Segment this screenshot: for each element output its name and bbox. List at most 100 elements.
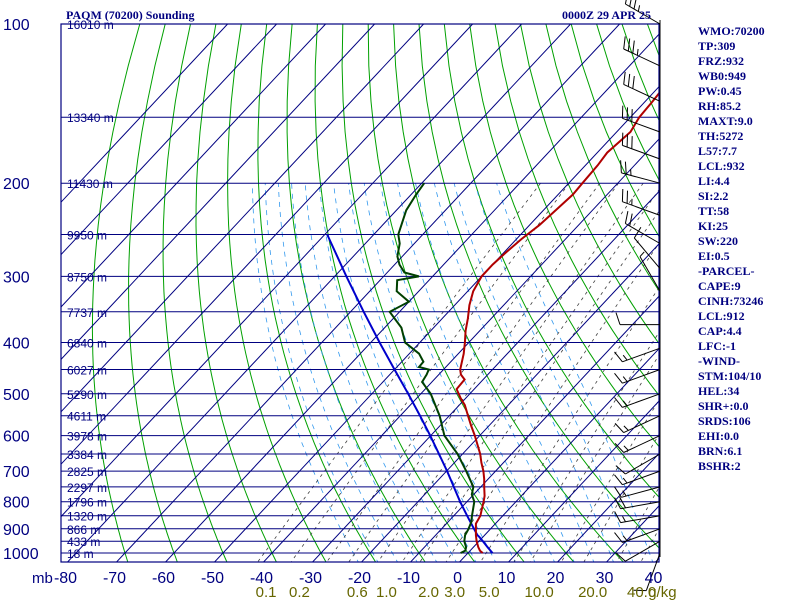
isotherm-line [556, 452, 659, 562]
isobars [61, 23, 659, 554]
wind-profile [613, 0, 661, 592]
dry-adiabat-line [418, 24, 659, 549]
isotherm-line [507, 400, 659, 562]
wind-barb-flag [614, 497, 622, 509]
wind-barb-flag [633, 226, 642, 239]
wind-barb-flag [627, 73, 631, 87]
isotherm-line [360, 243, 659, 562]
mixing-ratio-label: 40.0g/kg [627, 584, 677, 600]
wind-barb-half-flag [622, 376, 628, 382]
wind-barb-shaft [622, 201, 661, 216]
index-th: TH:5272 [698, 129, 744, 143]
mixing-ratio-line [348, 182, 619, 562]
moist-adiabat-line [453, 183, 614, 562]
height-label: 7737 m [67, 306, 107, 320]
wind-barb [633, 226, 661, 269]
index-brn: BRN:6.1 [698, 444, 743, 458]
moist-adiabat-line [380, 183, 536, 562]
wind-barb-half-flag [622, 490, 627, 497]
wind-barb-shaft [622, 117, 661, 133]
wind-barb-shaft [620, 501, 661, 510]
wind-barb [614, 435, 661, 453]
wind-barb-half-flag [637, 5, 641, 12]
mixing-ratio-line [377, 182, 644, 562]
index-ki: KI:25 [698, 219, 728, 233]
wind-barb-shaft [622, 470, 661, 486]
isotherm-line [311, 190, 659, 562]
wind-barb-shaft [623, 415, 661, 434]
height-label: 3978 m [67, 430, 107, 444]
height-label: 3384 m [67, 448, 107, 462]
index-wmo: WMO:70200 [698, 24, 765, 38]
wind-barb-shaft [625, 3, 661, 25]
mixing-ratio-line [480, 286, 659, 562]
isotherm-line [61, 24, 228, 203]
wind-barb-flag [624, 0, 627, 5]
wind-barb-flag [614, 423, 625, 433]
pressure-tick-label: 400 [3, 335, 30, 352]
wind-barb [615, 540, 661, 562]
mixing-ratio-line [583, 433, 659, 562]
isotherm-line [66, 24, 571, 562]
moist-adiabat-line [333, 183, 477, 562]
isotherm-line [61, 24, 375, 361]
wind-barb [614, 511, 661, 524]
index-bshr: BSHR:2 [698, 459, 741, 473]
temperature-tick-label: -80 [54, 570, 77, 587]
wind-barb [615, 453, 661, 475]
height-label: 8750 m [67, 270, 107, 284]
wind-barb [624, 211, 661, 244]
mixing-ratio-label: 3.0 [444, 584, 465, 600]
wind-barb-flag [614, 372, 623, 384]
wind-barb-shaft [622, 144, 661, 160]
index-hel: HEL:34 [698, 384, 740, 398]
index-ehi: EHI:0.0 [698, 429, 740, 443]
index-cap: CAP:4.4 [698, 324, 742, 338]
temperature-tick-label: -50 [201, 570, 224, 587]
wind-barb-flag [615, 465, 626, 475]
height-label: 5290 m [67, 388, 107, 402]
pressure-tick-label: 500 [3, 387, 30, 404]
wind-barb-half-flag [639, 251, 645, 257]
moist-adiabat-line [474, 183, 634, 562]
dry-adiabat-line [520, 24, 659, 345]
height-label: 1796 m [67, 496, 107, 510]
wind-barb [623, 36, 661, 67]
wind-barb [614, 415, 661, 434]
wind-barb-shaft [623, 48, 661, 67]
moist-adiabat-line [264, 183, 379, 562]
wind-barb-half-flag [623, 425, 629, 431]
wind-barb-shaft [639, 256, 661, 292]
wind-barb-half-flag [622, 400, 628, 407]
parcel-trace [326, 234, 494, 554]
wind-barb-shaft [620, 515, 661, 524]
sounding-curves [326, 91, 659, 554]
wind-barb [614, 528, 661, 543]
mixing-ratio-label: 10.0 [524, 584, 553, 600]
mixing-ratio-line [529, 354, 659, 562]
moist-adiabat-line [433, 183, 595, 562]
wind-barb-flag [629, 213, 633, 227]
isotherm-line [61, 24, 326, 308]
wind-barb-flag [633, 0, 637, 10]
wind-barb-shaft [623, 83, 661, 102]
mixing-ratio-line [445, 242, 659, 562]
wind-barb-shaft [625, 223, 661, 244]
wind-barb-flag [614, 532, 623, 543]
height-label: 2297 m [67, 481, 107, 495]
wind-barb-flag [623, 71, 626, 85]
index-srds: SRDS:106 [698, 414, 751, 428]
wind-barb-half-flag [636, 48, 639, 56]
index-tp: TP:309 [698, 39, 736, 53]
pressure-unit-label: mb [32, 570, 53, 587]
wind-barb-half-flag [622, 477, 628, 484]
mixing-ratio-line [290, 182, 570, 562]
isotherm-line [61, 24, 522, 518]
index-wb0: WB0:949 [698, 69, 746, 83]
mixing-ratio-label: 5.0 [479, 584, 500, 600]
wind-barb-flag [614, 351, 623, 363]
index-tt: TT:58 [698, 204, 730, 218]
pressure-tick-label: 100 [3, 17, 30, 34]
dry-adiabat-line [469, 24, 659, 448]
